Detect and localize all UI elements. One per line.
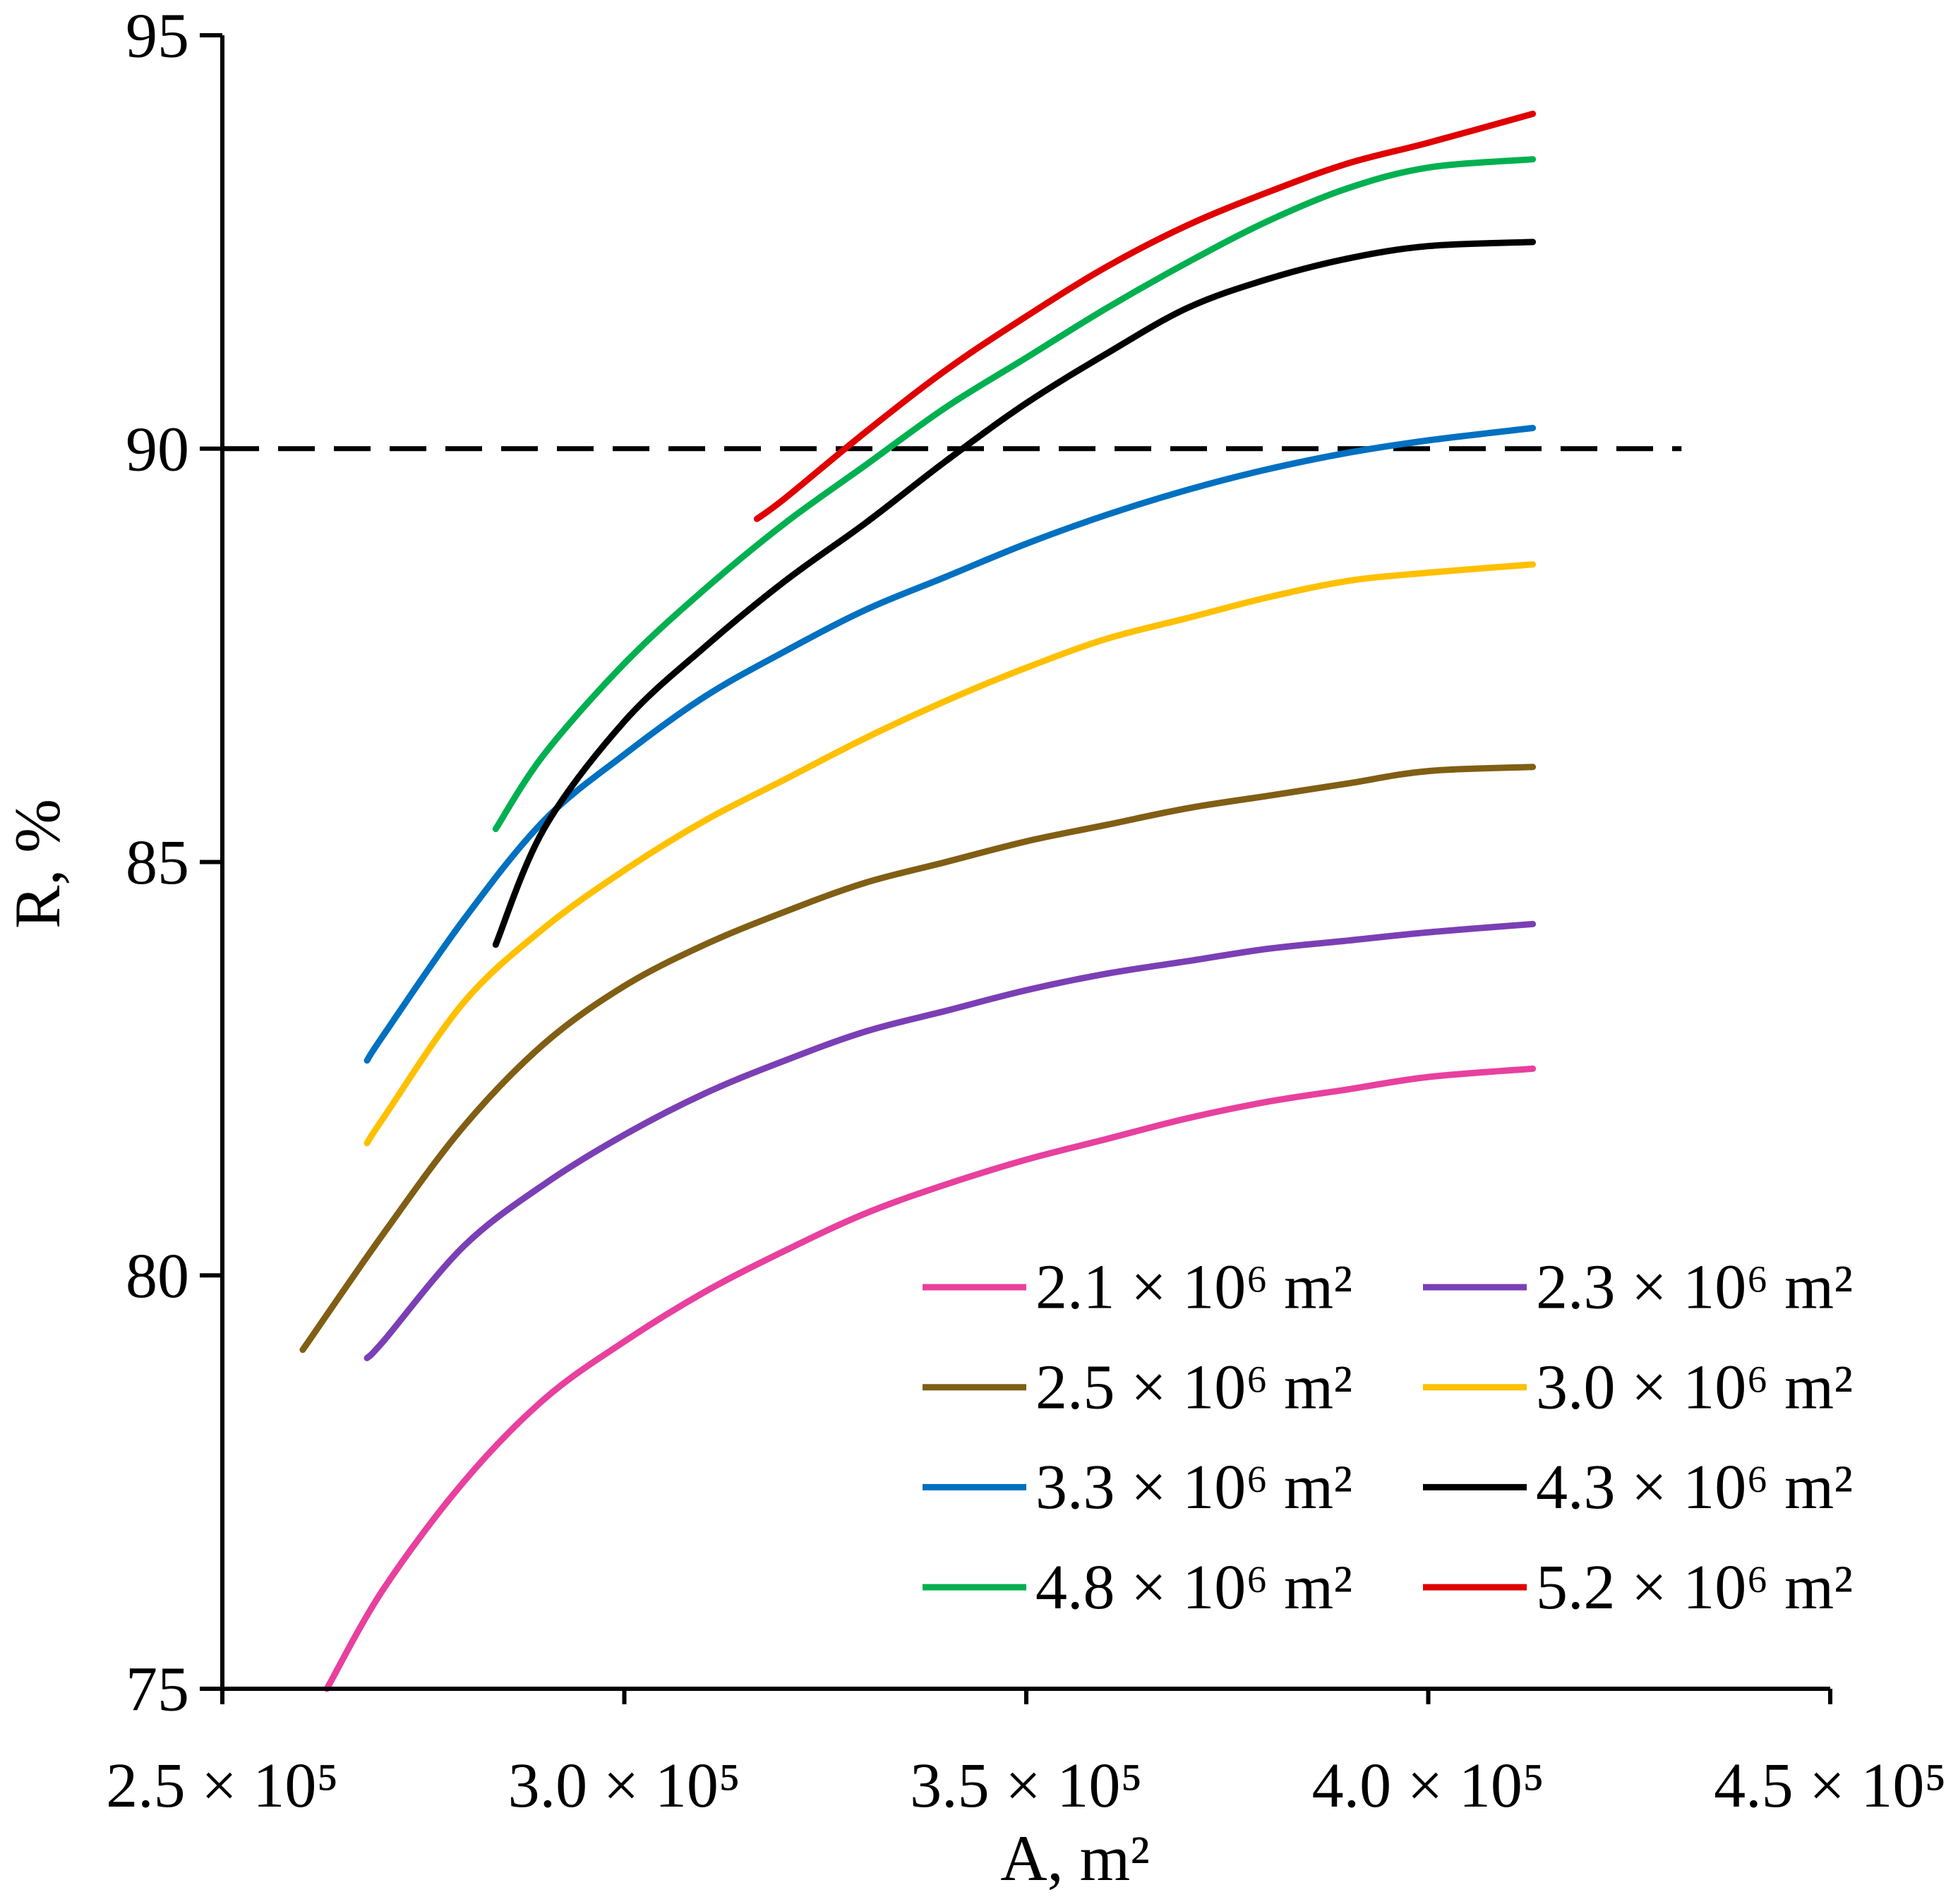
x-tick-label-450000: 4.5 × 10⁵	[1714, 1751, 1947, 1821]
legend-label-4-3: 4.3 × 10⁶ m²	[1536, 1452, 1853, 1522]
legend: 2.1 × 10⁶ m² 2.3 × 10⁶ m² 2.5 × 10⁶ m² 3.0 …	[923, 1253, 1853, 1622]
legend-entry-3-0: 3.0 × 10⁶ m²	[1423, 1352, 1853, 1422]
y-tick-label-80: 80	[126, 1241, 189, 1311]
series-line-3-3	[364, 425, 1537, 1064]
series-line-5-2	[753, 110, 1537, 522]
y-tick-label-75: 75	[126, 1655, 189, 1725]
y-tick-label-95: 95	[126, 1, 189, 71]
x-axis-title: A, m²	[1000, 1822, 1150, 1894]
legend-entry-2-3: 2.3 × 10⁶ m²	[1423, 1253, 1853, 1322]
legend-label-2-1: 2.1 × 10⁶ m²	[1035, 1253, 1352, 1322]
y-tick-label-85: 85	[126, 828, 189, 898]
x-tick-label-350000: 3.5 × 10⁵	[910, 1751, 1143, 1821]
legend-entry-2-1: 2.1 × 10⁶ m²	[923, 1253, 1352, 1322]
x-ticks: 2.5 × 10⁵ 3.0 × 10⁵ 3.5 × 10⁵ 4.0 × 10⁵ 4.5 …	[106, 1689, 1947, 1821]
x-tick-label-400000: 4.0 × 10⁵	[1312, 1751, 1545, 1821]
legend-entry-4-8: 4.8 × 10⁶ m²	[923, 1553, 1352, 1622]
y-ticks: 75 80 85 90 95	[126, 1, 222, 1725]
legend-label-2-3: 2.3 × 10⁶ m²	[1536, 1253, 1853, 1322]
legend-label-5-2: 5.2 × 10⁶ m²	[1536, 1553, 1853, 1622]
legend-entry-4-3: 4.3 × 10⁶ m²	[1423, 1452, 1853, 1522]
x-tick-label-300000: 3.0 × 10⁵	[508, 1751, 741, 1821]
legend-entry-2-5: 2.5 × 10⁶ m²	[923, 1352, 1352, 1422]
x-tick-label-250000: 2.5 × 10⁵	[106, 1751, 339, 1821]
series-line-2-1	[323, 1065, 1537, 1692]
legend-label-3-0: 3.0 × 10⁶ m²	[1536, 1352, 1853, 1422]
y-tick-label-90: 90	[126, 414, 189, 484]
series-line-4-8	[492, 156, 1537, 833]
series-line-2-5	[299, 764, 1537, 1354]
legend-label-3-3: 3.3 × 10⁶ m²	[1035, 1452, 1352, 1522]
legend-label-2-5: 2.5 × 10⁶ m²	[1035, 1352, 1352, 1422]
legend-entry-3-3: 3.3 × 10⁶ m²	[923, 1452, 1352, 1522]
legend-entry-5-2: 5.2 × 10⁶ m²	[1423, 1553, 1853, 1622]
series-line-2-3	[364, 920, 1537, 1361]
series-layer	[299, 110, 1537, 1692]
series-line-4-3	[492, 239, 1537, 948]
series-line-3-0	[364, 561, 1537, 1147]
legend-label-4-8: 4.8 × 10⁶ m²	[1035, 1553, 1352, 1622]
y-axis-title: R, %	[1, 799, 73, 929]
